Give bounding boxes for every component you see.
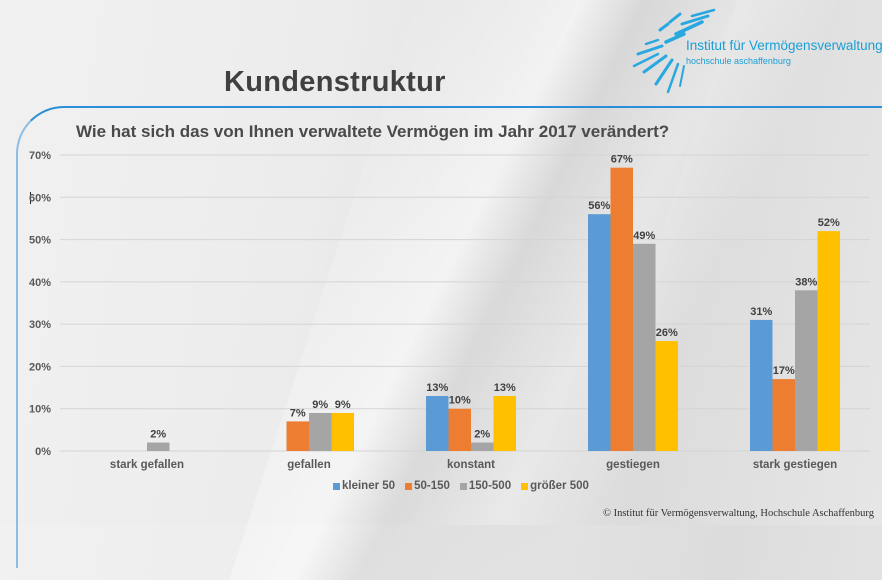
legend-label: größer 500 [530, 480, 589, 492]
data-label: 9% [312, 399, 328, 411]
legend-item: 50-150 [405, 480, 450, 492]
data-label: 17% [773, 365, 795, 377]
x-category-label: stark gestiegen [753, 459, 837, 471]
copyright-notice: © Institut für Vermögensverwaltung, Hoch… [602, 508, 874, 519]
x-category-label: stark gefallen [110, 459, 184, 471]
y-tick-label: 10% [29, 404, 51, 416]
legend-item: 150-500 [459, 480, 512, 492]
bar [795, 290, 818, 451]
bar [493, 396, 516, 451]
y-tick-label: 60% [29, 192, 51, 204]
legend-label: kleiner 50 [342, 480, 396, 492]
page-title: Kundenstruktur [224, 66, 446, 98]
x-category-label: konstant [447, 459, 495, 471]
data-label: 13% [494, 382, 516, 394]
data-label: 49% [633, 230, 655, 242]
data-label: 13% [426, 382, 448, 394]
legend-label: 150-500 [468, 480, 512, 492]
legend-swatch-icon [459, 482, 467, 490]
data-label: 31% [750, 306, 772, 318]
y-tick-label: 0% [35, 446, 51, 458]
x-category-label: gefallen [287, 459, 330, 471]
bar [331, 412, 354, 451]
legend-item: größer 500 [521, 480, 589, 492]
bar [309, 412, 332, 451]
gridlines [60, 154, 870, 452]
bars [147, 167, 840, 451]
bar [588, 214, 611, 451]
y-tick-label: 50% [29, 235, 51, 247]
data-label: 9% [335, 399, 351, 411]
chart-title: Wie hat sich das von Ihnen verwaltete Ve… [76, 122, 670, 141]
legend-swatch-icon [521, 482, 529, 490]
bar [655, 341, 678, 451]
bar [426, 396, 449, 451]
data-labels: 2%7%9% 9%13%10%2%13%56%67%49%26%31%17%38%… [150, 154, 840, 441]
legend-label: 50-150 [414, 480, 450, 492]
legend-swatch-icon [405, 482, 413, 490]
x-category-label: gestiegen [606, 459, 660, 471]
bar [772, 379, 795, 451]
bar-chart: 0%10%20%30%40%50%60%70% 2%7%9% 9%13%10%2%… [29, 150, 870, 471]
data-label: 2% [150, 429, 166, 441]
logo-subtitle: hochschule aschaffenburg [686, 56, 791, 66]
bar [633, 243, 656, 451]
legend-swatch-icon [333, 482, 340, 490]
y-tick-label: 30% [29, 319, 51, 331]
data-label: 56% [588, 200, 610, 212]
bar [817, 231, 840, 451]
y-tick-label: 20% [29, 361, 51, 373]
data-label: 26% [656, 327, 678, 339]
text-cursor [30, 192, 31, 204]
legend: kleiner 50 50-150 150-500 größer 500 [333, 480, 589, 492]
legend-item: kleiner 50 [333, 480, 395, 492]
y-tick-label: 70% [29, 150, 51, 162]
logo-burst-icon [632, 8, 716, 94]
data-label: 67% [611, 154, 633, 166]
bar [448, 408, 471, 451]
data-label: 52% [818, 217, 840, 229]
data-label: 10% [449, 395, 471, 407]
bar [750, 319, 773, 451]
bar [610, 167, 633, 451]
data-label: 38% [795, 276, 817, 288]
data-label: 2% [474, 429, 490, 441]
y-tick-label: 40% [29, 277, 51, 289]
x-axis-categories: stark gefallen gefallen konstant gestiegen s… [110, 459, 837, 471]
bar [471, 442, 494, 451]
bar [286, 421, 309, 451]
content-frame [16, 106, 882, 568]
logo-title: Institut für Vermögensverwaltung [686, 38, 882, 53]
data-label: 7% [290, 407, 306, 419]
y-axis-ticks: 0% 10% 20% 30% 40% 50% 60% 70% [29, 150, 51, 458]
bar [147, 442, 170, 451]
